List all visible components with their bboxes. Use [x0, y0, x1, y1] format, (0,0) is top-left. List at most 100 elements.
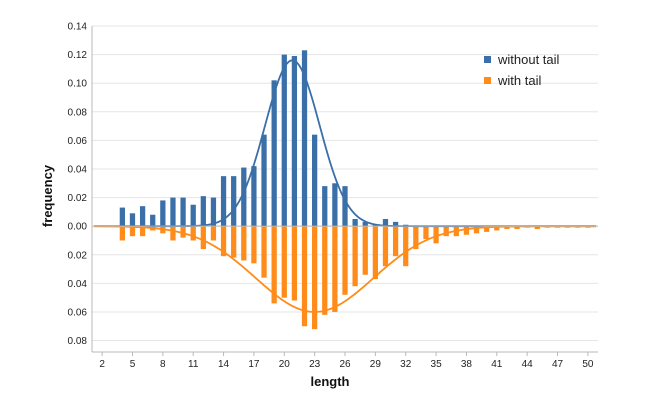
x-tick-label: 29 [370, 359, 382, 370]
y-tick-label: 0.06 [68, 136, 88, 147]
bar-with-tail [291, 226, 298, 301]
bar-without-tail [129, 213, 136, 227]
legend-swatch-without-tail [484, 56, 491, 63]
x-tick-label: 41 [491, 359, 503, 370]
x-tick-label: 38 [461, 359, 473, 370]
y-tick-label: 0.02 [68, 250, 88, 261]
bar-with-tail [312, 226, 318, 330]
bar-without-tail [281, 54, 287, 227]
bar-with-tail [139, 226, 146, 237]
bar-without-tail [220, 176, 227, 227]
bar-with-tail [170, 226, 176, 241]
bar-without-tail [210, 197, 217, 227]
bar-without-tail [231, 176, 237, 227]
bar-with-tail [504, 226, 510, 230]
y-tick-label: 0.02 [68, 193, 88, 204]
bar-with-tail [443, 226, 449, 237]
bar-without-tail [332, 183, 338, 227]
bar-with-tail [271, 226, 277, 304]
y-tick-label: 0.10 [68, 79, 88, 90]
y-tick-label: 0.04 [68, 164, 88, 175]
bar-with-tail [342, 226, 348, 295]
y-axis-label: frequency [40, 164, 55, 227]
bar-with-tail [129, 226, 136, 237]
x-tick-label: 35 [431, 359, 443, 370]
bar-with-tail [251, 226, 257, 264]
x-axis-label: length [311, 374, 350, 389]
bar-with-tail [534, 226, 540, 230]
bar-without-tail [322, 186, 328, 227]
bar-without-tail [251, 166, 257, 227]
bar-with-tail [413, 226, 419, 250]
bar-with-tail [484, 226, 490, 232]
bar-with-tail [220, 226, 227, 257]
x-tick-label: 20 [279, 359, 291, 370]
bar-without-tail [352, 219, 358, 227]
bar-with-tail [200, 226, 206, 250]
x-tick-label: 2 [99, 359, 105, 370]
bar-with-tail [119, 226, 125, 241]
y-tick-label: 0.06 [68, 307, 88, 318]
x-tick-label: 26 [339, 359, 351, 370]
legend: without tail with tail [484, 52, 560, 88]
bar-without-tail [160, 200, 166, 227]
legend-label-without-tail: without tail [497, 52, 560, 67]
bar-with-tail [392, 226, 399, 257]
bar-with-tail [332, 226, 338, 312]
bar-without-tail [139, 206, 146, 227]
bar-without-tail [342, 186, 348, 227]
bar-without-tail [190, 204, 196, 227]
x-ticks: 2 5 8 11 14 17 20 23 26 29 32 35 38 41 44 47 50 [99, 352, 594, 370]
bar-without-tail [241, 167, 247, 227]
bar-with-tail [514, 226, 520, 230]
y-ticks: 0.14 0.12 0.10 0.08 0.06 0.04 0.02 0.00 0.02 0.04… [68, 22, 88, 348]
bar-without-tail [312, 134, 318, 227]
bar-without-tail [291, 56, 298, 227]
bar-without-tail [392, 221, 399, 227]
y-tick-label: 0.08 [68, 107, 88, 118]
bar-with-tail [281, 226, 287, 298]
legend-swatch-with-tail [484, 77, 491, 84]
bar-without-tail [200, 196, 206, 227]
bar-without-tail [170, 197, 176, 227]
bar-with-tail [261, 226, 267, 278]
y-tick-label: 0.08 [68, 336, 88, 347]
bar-without-tail [271, 80, 277, 227]
bar-with-tail [382, 226, 389, 267]
x-tick-label: 14 [218, 359, 230, 370]
bar-without-tail [301, 50, 308, 227]
bar-without-tail [150, 214, 156, 227]
bar-with-tail [403, 226, 409, 267]
y-tick-label: 0.14 [68, 22, 88, 33]
x-tick-label: 44 [522, 359, 534, 370]
y-tick-label: 0.00 [68, 222, 88, 233]
x-tick-label: 11 [188, 359, 199, 370]
bar-with-tail [473, 226, 480, 234]
x-tick-label: 50 [582, 359, 594, 370]
bar-with-tail [210, 226, 217, 241]
x-tick-label: 17 [248, 359, 260, 370]
legend-label-with-tail: with tail [497, 73, 541, 88]
bar-with-tail [301, 226, 308, 327]
bar-with-tail [463, 226, 470, 235]
bar-with-tail [494, 226, 500, 231]
bar-without-tail [261, 134, 267, 227]
x-tick-label: 5 [130, 359, 136, 370]
bar-with-tail [352, 226, 358, 287]
bar-with-tail [241, 226, 247, 261]
bar-without-tail [362, 221, 368, 227]
bar-with-tail [231, 226, 237, 258]
bar-with-tail [372, 226, 378, 280]
y-tick-label: 0.12 [68, 50, 88, 61]
x-tick-label: 23 [309, 359, 321, 370]
y-tick-label: 0.04 [68, 279, 88, 290]
x-tick-label: 32 [400, 359, 412, 370]
bar-without-tail [119, 207, 125, 227]
bars [119, 50, 591, 330]
bar-without-tail [372, 224, 378, 227]
bar-with-tail [433, 226, 439, 244]
bar-with-tail [180, 226, 186, 238]
bar-with-tail [322, 226, 328, 315]
bar-without-tail [180, 197, 186, 227]
